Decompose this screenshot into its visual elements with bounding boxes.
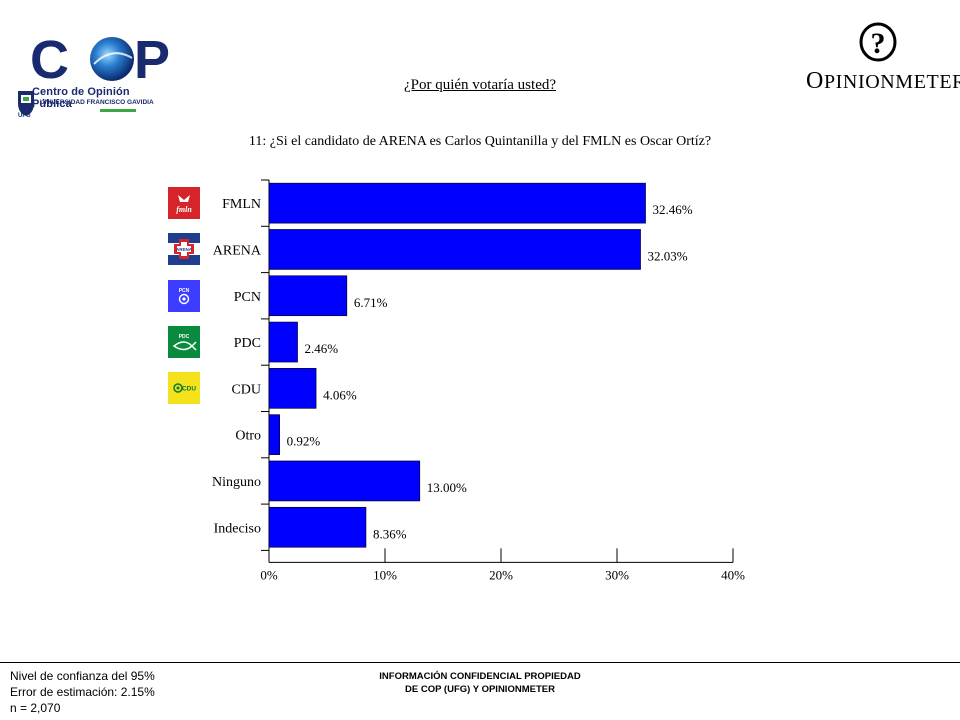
university-abbr: UFG (18, 113, 31, 119)
x-tick-label: 10% (373, 567, 397, 582)
svg-text:C: C (30, 30, 69, 86)
category-label: CDU (231, 382, 261, 397)
cop-wordmark-icon: C P (30, 30, 170, 86)
footer-divider (0, 662, 960, 663)
footer-stats: Nivel de confianza del 95% Error de esti… (10, 668, 155, 716)
bar-fmln (268, 182, 646, 224)
value-label: 13.00% (427, 480, 467, 495)
category-label: Indeciso (214, 521, 261, 536)
svg-text:?: ? (871, 27, 886, 60)
bar-pdc (268, 321, 298, 363)
bar-arena (268, 229, 641, 270)
arena-logo-icon: ARENA (168, 233, 200, 266)
value-label: 6.71% (354, 295, 388, 310)
confidence-level: Nivel de confianza del 95% (10, 669, 155, 683)
value-label: 32.46% (653, 202, 693, 217)
svg-text:PCN: PCN (179, 288, 190, 294)
cop-subtitle: Centro de Opinión Pública (32, 86, 130, 110)
value-label: 0.92% (287, 434, 321, 449)
value-label: 2.46% (305, 341, 339, 356)
svg-text:P: P (134, 30, 170, 86)
category-label: PDC (234, 336, 261, 351)
category-label: PCN (234, 290, 261, 305)
x-tick-label: 30% (605, 567, 629, 582)
sample-size: n = 2,070 (10, 701, 61, 715)
confidential-line-1: INFORMACIÓN CONFIDENCIAL PROPIEDAD (379, 671, 581, 682)
ufg-stripe (100, 109, 136, 112)
bar-ninguno (268, 460, 421, 502)
svg-text:fmln: fmln (176, 205, 192, 214)
opinionmeter-logo: ? OPINIONMETER (800, 18, 960, 94)
value-label: 4.06% (323, 387, 357, 402)
bar-pcn (268, 275, 348, 317)
category-label: Ninguno (212, 475, 261, 490)
category-label: FMLN (222, 197, 261, 212)
question-title: ¿Por quién votaría usted? (403, 77, 557, 93)
university-name: UNIVERSIDAD FRANCISCO GAVIDIA (40, 99, 154, 106)
cdu-logo-icon: CDU (168, 372, 200, 405)
value-label: 32.03% (648, 248, 688, 263)
category-label: Otro (235, 429, 261, 444)
cop-logo: C P Centro de Opinión Pública (14, 14, 170, 126)
fmln-logo-icon: fmln (168, 187, 200, 220)
chart-title: 11: ¿Si el candidato de ARENA es Carlos … (248, 134, 712, 149)
x-tick-label: 0% (260, 567, 278, 582)
pcn-logo-icon: PCN (168, 279, 200, 312)
bar-cdu (268, 368, 317, 409)
svg-text:PDC: PDC (179, 334, 190, 340)
svg-text:CDU: CDU (182, 386, 196, 393)
ufg-shield-icon (18, 91, 34, 116)
bar-indeciso (268, 506, 367, 548)
estimation-error: Error de estimación: 2.15% (10, 685, 155, 699)
bar-otro (268, 414, 280, 455)
x-tick-label: 40% (721, 567, 745, 582)
question-mark-icon: ? (859, 22, 897, 62)
pdc-logo-icon: PDC (168, 326, 200, 359)
ufg-logo: UNIVERSIDAD FRANCISCO GAVIDIA UFG (16, 89, 166, 121)
confidential-notice: INFORMACIÓN CONFIDENCIAL PROPIEDAD DE CO… (330, 670, 630, 696)
confidential-line-2: DE COP (UFG) Y OPINIONMETER (405, 684, 555, 695)
opinionmeter-wordmark: OPINIONMETER (806, 68, 960, 94)
value-label: 8.36% (373, 526, 407, 541)
x-tick-label: 20% (489, 567, 513, 582)
svg-text:ARENA: ARENA (176, 247, 193, 252)
category-label: ARENA (213, 243, 262, 258)
